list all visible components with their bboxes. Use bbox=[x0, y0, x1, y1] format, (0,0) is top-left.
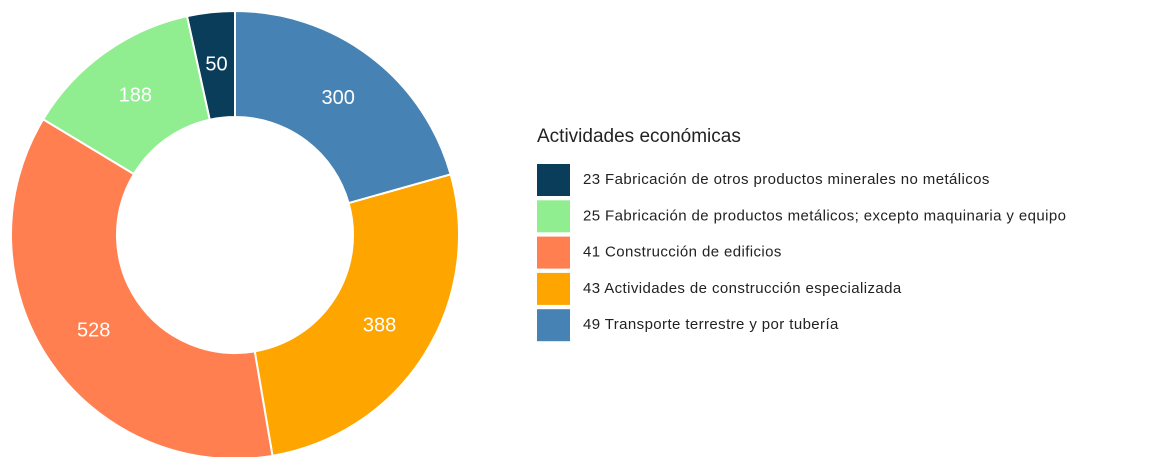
legend-label: 23 Fabricación de otros productos minera… bbox=[583, 171, 990, 188]
legend-label: 49 Transporte terrestre y por tubería bbox=[583, 316, 839, 333]
legend-label: 43 Actividades de construcción especiali… bbox=[583, 280, 902, 297]
value-label: 188 bbox=[119, 84, 152, 106]
legend-swatch bbox=[537, 272, 570, 305]
value-label: 528 bbox=[77, 320, 110, 342]
legend-swatch bbox=[537, 164, 570, 196]
legend-label: 25 Fabricación de productos metálicos; e… bbox=[583, 207, 1066, 224]
donut-slice bbox=[234, 9, 452, 205]
legend-swatch bbox=[537, 236, 570, 269]
value-label: 300 bbox=[322, 87, 355, 109]
legend-label: 41 Construcción de edificios bbox=[583, 244, 782, 261]
legend-title: Actividades económicas bbox=[537, 126, 741, 147]
donut-slice bbox=[10, 118, 274, 457]
donut-slice bbox=[253, 173, 460, 457]
legend-swatch bbox=[537, 309, 570, 342]
value-label: 388 bbox=[363, 315, 396, 337]
legend-swatch bbox=[537, 200, 570, 233]
value-label: 50 bbox=[205, 53, 227, 75]
